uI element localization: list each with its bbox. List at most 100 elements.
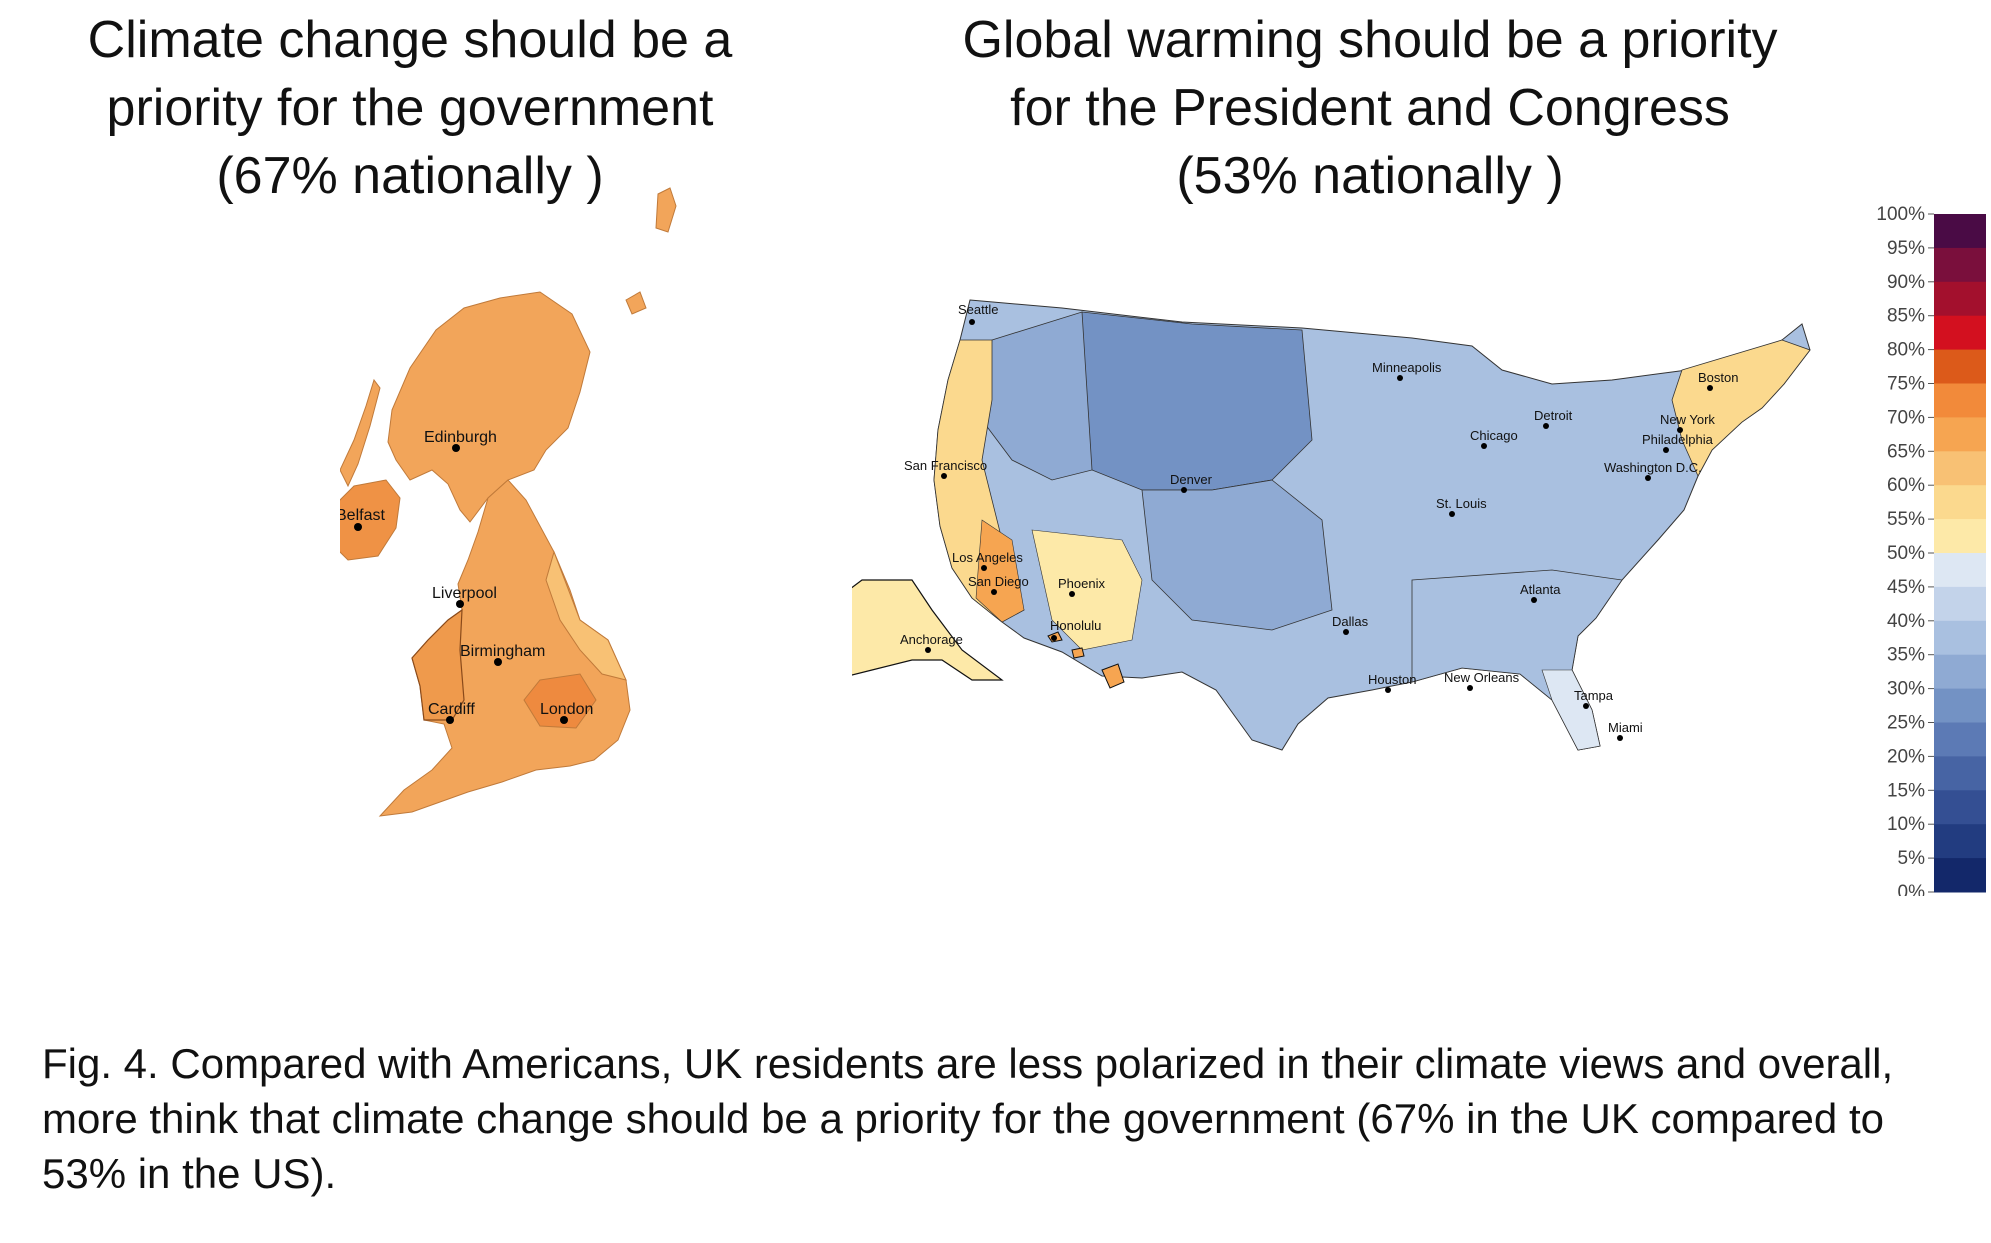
city-label-san-diego: San Diego <box>968 574 1029 589</box>
city-marker <box>941 473 947 479</box>
city-marker <box>969 319 975 325</box>
legend-color-swatch <box>1934 485 1986 520</box>
city-label-tampa: Tampa <box>1574 688 1614 703</box>
city-marker <box>991 589 997 595</box>
east-england-region <box>545 550 627 681</box>
city-label-seattle: Seattle <box>958 302 998 317</box>
city-marker <box>1051 635 1057 641</box>
legend-tick-label: 50% <box>1887 543 1925 564</box>
legend-color-swatch <box>1934 349 1986 384</box>
uk-cities: Edinburgh Belfast Liverpool Birmingham C… <box>340 429 593 724</box>
city-marker <box>1707 385 1713 391</box>
uk-title-line-3: (67% nationally ) <box>216 147 604 205</box>
color-scale-legend: 100% 95% 90% 85% 80% 75% 70% 65% 60% 55% 50% 45% 40%… <box>1876 206 1986 896</box>
us-title-line-3: (53% nationally ) <box>1176 147 1564 205</box>
legend-tick-label: 15% <box>1887 780 1925 801</box>
legend-tick-label: 20% <box>1887 746 1925 767</box>
city-marker <box>981 565 987 571</box>
city-label-san-francisco: San Francisco <box>904 458 987 473</box>
us-choropleth-map: Seattle San Francisco Los Angeles San Di… <box>852 299 1811 751</box>
caption-text: . Compared with Americans, UK residents … <box>42 1040 1894 1197</box>
city-label-boston: Boston <box>1698 370 1738 385</box>
city-marker <box>1385 687 1391 693</box>
legend-tick-labels: 100% 95% 90% 85% 80% 75% 70% 65% 60% 55% 50% 45% 40%… <box>1876 206 1934 896</box>
city-marker <box>1397 375 1403 381</box>
city-label-minneapolis: Minneapolis <box>1372 360 1442 375</box>
wales-region <box>411 608 465 721</box>
legend-color-swatch <box>1934 586 1986 622</box>
city-label-edinburgh: Edinburgh <box>424 429 497 446</box>
city-marker <box>1181 487 1187 493</box>
city-marker <box>456 600 464 608</box>
us-title-line-1: Global warming should be a priority <box>962 11 1778 69</box>
city-label-philadelphia: Philadelphia <box>1642 432 1714 447</box>
legend-color-swatch <box>1934 756 1986 791</box>
city-marker <box>1645 475 1651 481</box>
southern-california-region <box>975 519 1025 623</box>
city-marker <box>560 716 568 724</box>
uk-map-title: Climate change should be a priority for … <box>20 6 800 210</box>
legend-color-swatch <box>1934 247 1986 283</box>
legend-color-swatch <box>1934 451 1986 486</box>
legend-tick-label: 70% <box>1887 407 1925 428</box>
figure-label: Fig. 4 <box>42 1040 148 1087</box>
legend-color-swatch <box>1934 790 1986 825</box>
city-label-cardiff: Cardiff <box>428 701 475 718</box>
legend-tick-label: 30% <box>1887 679 1925 700</box>
city-marker <box>1617 735 1623 741</box>
city-marker <box>1343 629 1349 635</box>
legend-color-swatch <box>1934 214 1986 249</box>
legend-tick-label: 60% <box>1887 475 1925 496</box>
southwest-region <box>1031 529 1143 651</box>
city-label-miami: Miami <box>1608 720 1643 735</box>
city-marker <box>446 716 454 724</box>
city-label-detroit: Detroit <box>1534 408 1573 423</box>
city-label-st-louis: St. Louis <box>1436 496 1487 511</box>
legend-tick-label: 35% <box>1887 645 1925 666</box>
us-map-title: Global warming should be a priority for … <box>880 6 1860 210</box>
city-marker <box>1677 427 1683 433</box>
legend-color-swatch <box>1934 315 1986 351</box>
us-title-line-2: for the President and Congress <box>1010 79 1730 137</box>
uk-landmass <box>340 187 677 817</box>
city-marker <box>1449 511 1455 517</box>
city-label-liverpool: Liverpool <box>432 585 497 602</box>
city-marker <box>1467 685 1473 691</box>
city-label-new-orleans: New Orleans <box>1444 670 1520 685</box>
city-label-london: London <box>540 701 593 718</box>
us-landmass <box>852 299 1811 751</box>
legend-tick-label: 65% <box>1887 441 1925 462</box>
northern-plains-region <box>1071 311 1313 491</box>
city-label-atlanta: Atlanta <box>1520 582 1561 597</box>
city-label-dallas: Dallas <box>1332 614 1369 629</box>
alaska-region <box>852 579 1004 681</box>
legend-color-swatch <box>1934 417 1986 452</box>
orkney-region <box>625 291 647 315</box>
legend-color-swatch <box>1934 824 1986 859</box>
city-marker <box>1543 423 1549 429</box>
us-cities: Seattle San Francisco Los Angeles San Di… <box>900 302 1738 741</box>
legend-color-swatch <box>1934 281 1986 317</box>
legend-color-swatch <box>1934 620 1986 656</box>
legend-color-swatch <box>1934 688 1986 723</box>
legend-tick-label: 25% <box>1887 713 1925 734</box>
florida-region <box>1541 669 1601 751</box>
legend-tick-label: 40% <box>1887 611 1925 632</box>
city-label-los-angeles: Los Angeles <box>952 550 1023 565</box>
hawaii-region <box>1047 631 1125 689</box>
northern-ireland-region <box>340 479 401 561</box>
city-label-phoenix: Phoenix <box>1058 576 1105 591</box>
legend-color-bars <box>1934 214 1986 893</box>
legend-color-swatch <box>1934 722 1986 757</box>
legend-tick-label: 100% <box>1876 206 1925 225</box>
legend-tick-label: 55% <box>1887 509 1925 530</box>
city-marker <box>1531 597 1537 603</box>
legend-color-swatch <box>1934 654 1986 690</box>
legend-tick-label: 75% <box>1887 374 1925 395</box>
uk-title-line-1: Climate change should be a <box>87 11 733 69</box>
city-marker <box>1583 703 1589 709</box>
legend-tick-label: 90% <box>1887 272 1925 293</box>
northeast-region <box>1671 339 1811 477</box>
legend-tick-label: 85% <box>1887 306 1925 327</box>
city-label-washington-dc: Washington D.C. <box>1604 460 1702 475</box>
